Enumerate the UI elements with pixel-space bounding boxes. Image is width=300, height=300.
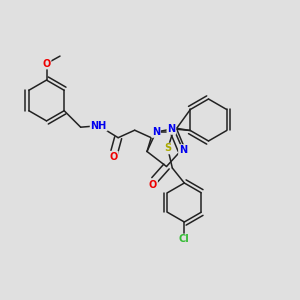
Text: N: N — [179, 145, 187, 155]
Text: N: N — [152, 127, 160, 137]
Text: NH: NH — [91, 121, 107, 131]
Text: O: O — [42, 58, 51, 69]
Text: Cl: Cl — [179, 234, 190, 244]
Text: O: O — [149, 180, 157, 190]
Text: S: S — [164, 143, 171, 154]
Text: N: N — [167, 124, 175, 134]
Text: O: O — [110, 152, 118, 162]
